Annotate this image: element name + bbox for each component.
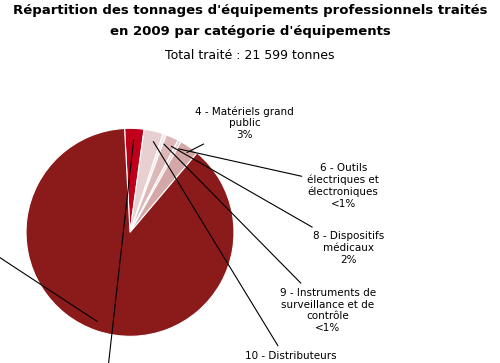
Text: 8 - Dispositifs
médicaux
2%: 8 - Dispositifs médicaux 2% — [172, 146, 384, 265]
Wedge shape — [124, 128, 144, 232]
Text: 3 - Equipements
informatiques de
télécommunication
88%: 3 - Equipements informatiques de télécom… — [0, 194, 97, 322]
Text: 6 - Outils
électriques et
électroniques
<1%: 6 - Outils électriques et électroniques … — [178, 149, 379, 208]
Text: Répartition des tonnages d'équipements professionnels traités: Répartition des tonnages d'équipements p… — [13, 4, 487, 17]
Wedge shape — [26, 129, 234, 337]
Text: 4 - Matériels grand
public
3%: 4 - Matériels grand public 3% — [187, 106, 294, 152]
Wedge shape — [130, 135, 178, 232]
Text: Total traité : 21 599 tonnes: Total traité : 21 599 tonnes — [165, 49, 335, 62]
Wedge shape — [130, 140, 181, 232]
Wedge shape — [130, 142, 197, 232]
Text: 1 - Gros appareils
ménagers
3%: 1 - Gros appareils ménagers 3% — [58, 139, 150, 363]
Text: 9 - Instruments de
surveillance et de
contrôle
<1%: 9 - Instruments de surveillance et de co… — [164, 144, 376, 333]
Text: 10 - Distributeurs
automatiques
3%: 10 - Distributeurs automatiques 3% — [154, 142, 337, 363]
Text: en 2009 par catégorie d'équipements: en 2009 par catégorie d'équipements — [110, 25, 390, 38]
Wedge shape — [130, 134, 166, 232]
Wedge shape — [130, 129, 163, 232]
